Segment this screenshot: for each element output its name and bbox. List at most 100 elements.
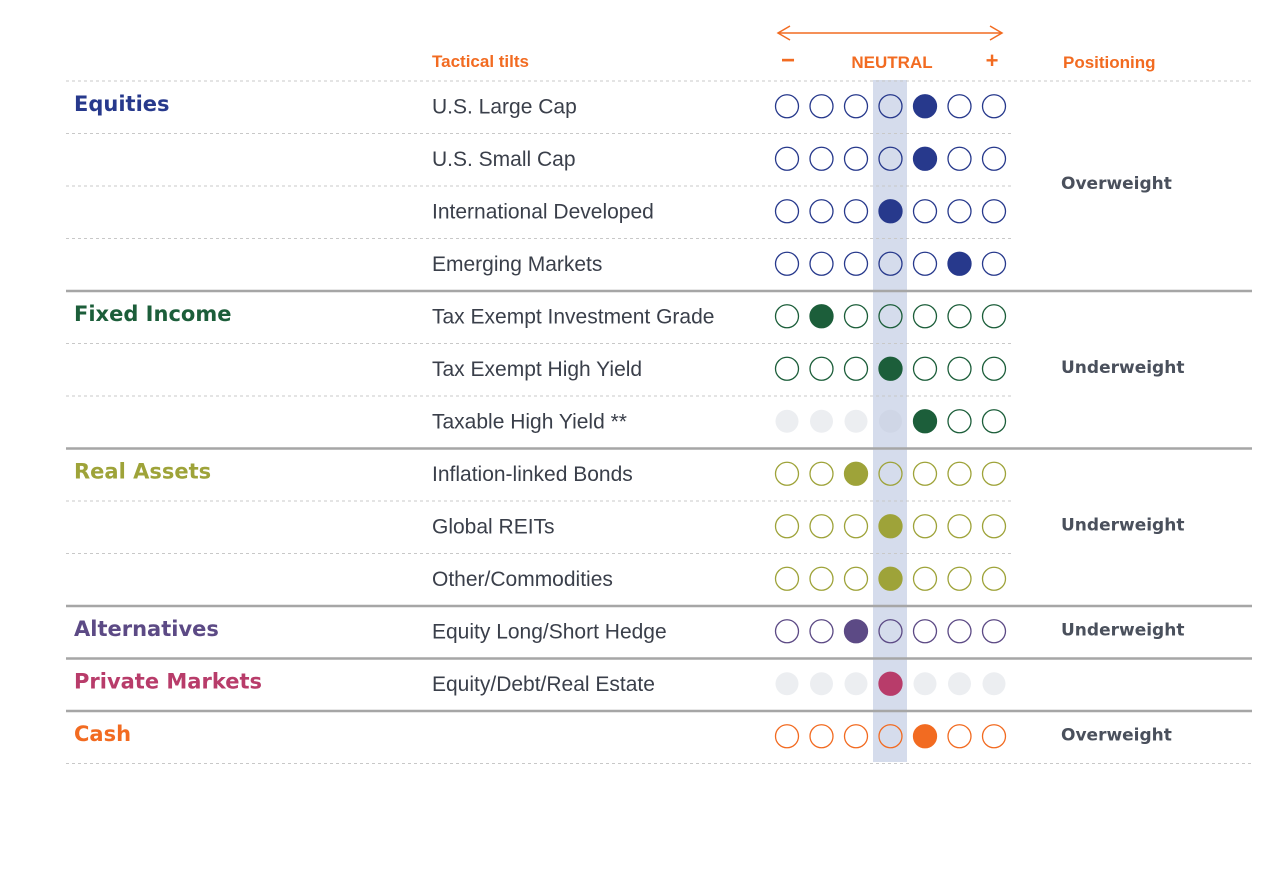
- scale-dot: [774, 304, 800, 329]
- scale-dot: [981, 94, 1007, 119]
- tilt-label: Taxable High Yield **: [432, 410, 627, 433]
- tilt-label: U.S. Small Cap: [432, 148, 576, 171]
- category-label: Private Markets: [74, 670, 262, 694]
- table-row: Tax Exempt Investment Grade: [66, 304, 1012, 344]
- scale-dot: [809, 619, 834, 644]
- scale-dot: [809, 514, 834, 539]
- scale-dot: [774, 724, 800, 749]
- scale-dot: [774, 566, 800, 591]
- tilt-label: International Developed: [432, 200, 654, 223]
- table-row: Equity Long/Short Hedge: [432, 619, 1007, 644]
- selected-dot: [947, 251, 972, 276]
- scale-dot: [809, 461, 834, 486]
- table-row: Global REITs: [66, 514, 1012, 554]
- scale-dot: [843, 146, 869, 171]
- scale-arrow-icon: [776, 25, 1004, 41]
- scale-dot: [947, 724, 972, 749]
- table-row: Taxable High Yield **: [432, 409, 1007, 434]
- scale-dot: [981, 146, 1007, 171]
- selected-dot: [843, 619, 869, 644]
- selected-dot: [912, 94, 938, 119]
- minus-label: −: [781, 47, 795, 74]
- header-row: Tactical tilts − NEUTRAL + Positioning: [66, 25, 1252, 82]
- inactive-dot: [775, 672, 799, 696]
- selected-dot: [843, 461, 869, 486]
- positioning-label: Overweight: [1061, 174, 1172, 194]
- scale-dot: [912, 514, 938, 539]
- scale-dot: [878, 304, 903, 329]
- scale-dot: [912, 619, 938, 644]
- scale-dot: [981, 619, 1007, 644]
- scale-dot: [947, 461, 972, 486]
- rows-layer: Equities U.S. Large Cap U.S. Small Cap Inte…: [66, 92, 1252, 764]
- inactive-dot: [844, 672, 868, 696]
- tilt-label: Tax Exempt Investment Grade: [432, 305, 714, 328]
- tactical-tilts-header: Tactical tilts: [432, 52, 529, 71]
- scale-dot: [843, 514, 869, 539]
- scale-dot: [912, 251, 938, 276]
- table-row: Equity/Debt/Real Estate: [432, 671, 1006, 696]
- scale-dot: [774, 356, 800, 381]
- group-real-assets: Real Assets Inflation-linked Bonds Global …: [66, 460, 1252, 608]
- scale-dot: [878, 724, 903, 749]
- tilt-label: Equity/Debt/Real Estate: [432, 673, 655, 696]
- scale-dot: [843, 199, 869, 224]
- group-fixed-income: Fixed Income Tax Exempt Investment Grade T…: [66, 302, 1252, 450]
- neutral-label: NEUTRAL: [851, 53, 932, 72]
- scale-dot: [912, 566, 938, 591]
- scale-dot: [981, 514, 1007, 539]
- table-row: Tax Exempt High Yield: [66, 356, 1012, 397]
- category-label: Cash: [74, 722, 131, 746]
- tilt-label: U.S. Large Cap: [432, 95, 577, 118]
- group-alternatives: Alternatives Equity Long/Short Hedge Under…: [66, 617, 1252, 660]
- table-row: Inflation-linked Bonds: [66, 461, 1012, 502]
- scale-dot: [843, 724, 869, 749]
- scale-dot: [774, 514, 800, 539]
- positioning-label: Underweight: [1061, 358, 1184, 378]
- scale-dot: [947, 356, 972, 381]
- scale-dot: [774, 619, 800, 644]
- inactive-dot: [775, 409, 799, 433]
- selected-dot: [809, 304, 834, 329]
- scale-dot: [843, 356, 869, 381]
- scale-dot: [947, 514, 972, 539]
- scale-dot: [912, 356, 938, 381]
- scale-dot: [981, 566, 1007, 591]
- category-label: Alternatives: [74, 617, 219, 641]
- group-cash: Cash Overweight: [66, 722, 1252, 764]
- scale-dot: [981, 356, 1007, 381]
- scale-dot: [878, 94, 903, 119]
- inactive-dot: [844, 409, 868, 433]
- scale-dot: [981, 724, 1007, 749]
- scale-dot: [774, 94, 800, 119]
- tilt-label: Other/Commodities: [432, 568, 613, 591]
- scale-dot: [912, 199, 938, 224]
- scale-dot: [981, 199, 1007, 224]
- category-label: Fixed Income: [74, 302, 231, 326]
- scale-dot: [843, 94, 869, 119]
- scale-dot: [981, 251, 1007, 276]
- scale-dot: [843, 251, 869, 276]
- scale-dot: [774, 146, 800, 171]
- group-private-markets: Private Markets Equity/Debt/Real Estate: [66, 670, 1252, 713]
- selected-dot: [878, 199, 903, 224]
- group-equities: Equities U.S. Large Cap U.S. Small Cap Inte…: [66, 92, 1252, 293]
- tilt-label: Tax Exempt High Yield: [432, 358, 642, 381]
- tilt-label: Global REITs: [432, 515, 555, 538]
- scale-dot: [809, 566, 834, 591]
- positioning-header: Positioning: [1063, 53, 1156, 72]
- tilt-label: Equity Long/Short Hedge: [432, 620, 667, 643]
- scale-dot: [947, 199, 972, 224]
- inactive-dot: [810, 672, 833, 696]
- scale-dot: [878, 251, 903, 276]
- inactive-dot: [879, 409, 902, 433]
- scale-dot: [947, 94, 972, 119]
- scale-dot: [878, 619, 903, 644]
- tilt-label: Inflation-linked Bonds: [432, 463, 633, 486]
- category-label: Equities: [74, 92, 170, 116]
- selected-dot: [878, 514, 903, 539]
- scale-dot: [947, 304, 972, 329]
- scale-dot: [774, 199, 800, 224]
- scale-dot: [981, 304, 1007, 329]
